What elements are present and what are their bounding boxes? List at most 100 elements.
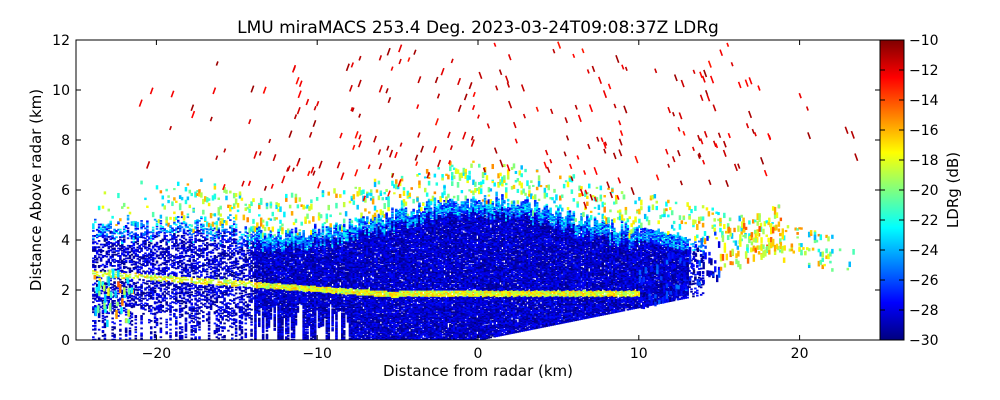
ldr-cell	[122, 265, 126, 268]
ldr-cell	[107, 208, 111, 212]
ldr-cell	[130, 295, 134, 297]
ldr-cell	[111, 265, 114, 267]
ldr-cell	[188, 284, 192, 286]
ldr-cell	[128, 331, 132, 334]
ldr-cell	[159, 336, 163, 339]
ldr-cell	[219, 312, 222, 315]
ldr-cell	[149, 263, 153, 266]
ldr-cell	[209, 212, 213, 219]
ldr-cell	[149, 312, 153, 315]
ldr-cell	[219, 242, 222, 245]
ldr-cell	[128, 300, 132, 302]
ldr-cell	[119, 330, 122, 332]
ldr-cell	[175, 322, 178, 325]
ldr-cell	[111, 232, 114, 235]
ldr-cell	[122, 225, 126, 228]
ldr-cell	[148, 260, 151, 263]
ldr-cell	[165, 297, 168, 300]
ldr-cell	[117, 222, 120, 225]
ldr-cell	[227, 329, 230, 332]
ldr-cell	[153, 263, 157, 266]
ldr-cell	[153, 301, 157, 304]
ldr-cell	[213, 277, 217, 280]
ldr-cell	[161, 278, 165, 281]
ldr-cell	[121, 239, 124, 242]
ldr-cell	[97, 297, 101, 300]
ldr-cell	[186, 216, 190, 219]
ldr-cell	[142, 291, 145, 294]
ldr-cell	[149, 271, 153, 274]
ldr-cell	[207, 298, 211, 301]
ldr-cell	[140, 233, 143, 236]
ldr-cell	[167, 274, 170, 277]
ldr-cell	[122, 300, 126, 303]
ldr-cell	[265, 202, 269, 207]
ldr-cell	[157, 310, 161, 313]
ldr-cell	[186, 249, 190, 252]
ldr-cell	[122, 307, 126, 310]
ldr-cell	[165, 326, 168, 329]
ldr-cell	[175, 288, 178, 291]
ldr-cell	[234, 245, 238, 247]
ldr-cell	[186, 196, 190, 201]
ldr-cell	[136, 291, 139, 294]
ldr-cell	[124, 225, 128, 227]
ldr-cell	[95, 251, 99, 254]
ldr-cell	[234, 214, 238, 221]
ldr-cell	[178, 271, 182, 274]
ldr-cell	[184, 333, 188, 336]
ldr-cell	[173, 287, 176, 290]
ldr-cell	[219, 285, 222, 287]
ldr-cell	[200, 282, 203, 285]
ldr-cell	[167, 199, 170, 204]
ldr-cell	[200, 293, 203, 296]
ldr-cell	[196, 309, 199, 312]
ldr-cell	[221, 230, 224, 232]
ldr-cell	[196, 310, 199, 313]
ldr-cell	[207, 293, 211, 296]
ldr-cell	[146, 302, 149, 305]
ldr-cell	[196, 286, 199, 289]
ldr-cell	[138, 266, 141, 269]
ldr-cell	[159, 245, 163, 247]
ldr-cell	[180, 275, 184, 277]
ldr-cell	[142, 254, 145, 256]
ldr-cell	[198, 270, 201, 272]
ldr-cell	[124, 327, 128, 330]
ldr-cell	[124, 230, 128, 232]
ldr-cell	[173, 297, 176, 300]
ldr-cell	[146, 291, 149, 294]
ldr-cell	[223, 276, 226, 279]
ldr-cell	[144, 237, 147, 240]
ldr-cell	[209, 274, 213, 277]
ldr-cell	[159, 327, 163, 330]
ldr-cell	[157, 294, 161, 297]
ldr-cell	[234, 288, 238, 291]
ldr-cell	[169, 295, 172, 297]
ldr-cell	[203, 285, 207, 288]
ldr-cell	[140, 235, 143, 237]
ldr-cell	[180, 271, 184, 274]
ldr-cell	[178, 302, 182, 305]
ldr-cell	[99, 292, 103, 295]
ldr-cell	[221, 330, 224, 332]
ldr-cell	[221, 267, 224, 270]
ldr-cell	[132, 242, 136, 244]
ldr-cell	[182, 269, 186, 272]
ldr-cell	[146, 264, 149, 267]
ldr-cell	[202, 280, 205, 282]
ldr-cell	[196, 306, 199, 309]
ldr-cell	[173, 188, 176, 191]
ldr-cell	[169, 258, 172, 261]
ldr-cell	[105, 315, 109, 318]
ldr-cell	[122, 254, 126, 257]
ldr-cell	[134, 228, 138, 231]
ldr-cell	[202, 250, 205, 252]
ldr-cell	[136, 236, 139, 239]
ldr-cell	[184, 271, 188, 274]
ldr-cell	[223, 298, 226, 301]
ldr-cell	[190, 251, 194, 254]
ldr-cell	[205, 305, 209, 308]
ldr-cell	[171, 247, 174, 250]
ldr-cell	[217, 318, 221, 321]
